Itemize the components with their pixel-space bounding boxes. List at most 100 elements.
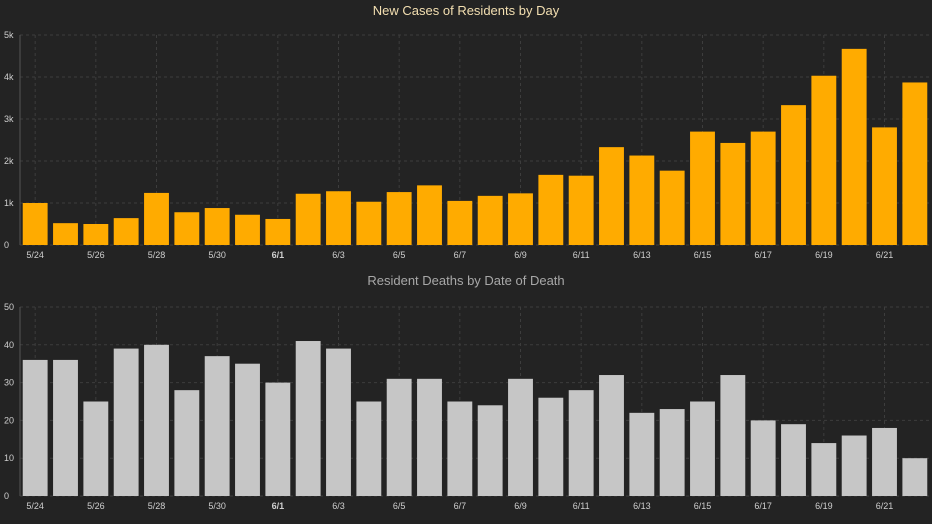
cases-bar[interactable] [690,131,715,245]
deaths-bar[interactable] [326,348,351,496]
deaths-x-tick-label: 6/9 [514,501,527,511]
deaths-x-tick-label: 6/21 [876,501,894,511]
cases-x-tick-label: 6/9 [514,250,527,260]
deaths-bar[interactable] [902,458,928,496]
deaths-bar[interactable] [447,401,473,497]
cases-y-tick-label: 2k [4,156,14,166]
cases-bar[interactable] [841,48,867,245]
deaths-x-tick-label: 6/3 [332,501,345,511]
cases-y-tick-label: 5k [4,30,14,40]
cases-x-tick-label: 6/13 [633,250,651,260]
cases-bar[interactable] [599,147,624,245]
cases-bar[interactable] [508,193,533,245]
cases-bar[interactable] [204,208,230,245]
deaths-bar[interactable] [750,420,776,496]
cases-x-tick-label: 6/21 [876,250,894,260]
deaths-y-tick-label: 30 [4,378,14,388]
deaths-bar[interactable] [659,409,685,496]
deaths-bar[interactable] [477,405,503,496]
cases-bar[interactable] [538,174,564,245]
cases-x-tick-label: 6/7 [454,250,467,260]
cases-bar[interactable] [447,200,473,245]
deaths-y-tick-label: 10 [4,453,14,463]
deaths-x-tick-label: 5/28 [148,501,166,511]
deaths-bar[interactable] [204,356,230,496]
deaths-bar[interactable] [599,375,624,496]
cases-bar[interactable] [356,201,382,245]
cases-x-tick-label: 6/19 [815,250,833,260]
cases-x-tick-label: 6/1 [272,250,285,260]
deaths-bar[interactable] [811,443,837,496]
deaths-x-tick-label: 5/30 [208,501,226,511]
cases-x-tick-label: 6/17 [754,250,772,260]
deaths-bar[interactable] [720,375,746,496]
deaths-bar[interactable] [508,378,533,496]
deaths-bar[interactable] [781,424,806,496]
deaths-bar[interactable] [265,382,291,496]
deaths-bar[interactable] [417,378,442,496]
deaths-bar[interactable] [538,397,564,496]
cases-bar[interactable] [417,185,442,245]
cases-bar-chart: 0 1k 2k 3k 4k 5k 5/24 5/26 5/28 5/30 6/1 6/3 6/5 6/7 6… [4,30,930,260]
deaths-bar[interactable] [83,401,109,497]
cases-bar[interactable] [144,192,169,245]
cases-bar[interactable] [629,155,655,245]
cases-y-tick-label: 0 [4,240,9,250]
deaths-bar[interactable] [690,401,715,497]
deaths-x-tick-label: 5/24 [26,501,44,511]
deaths-x-tick-label: 6/17 [754,501,772,511]
deaths-bar[interactable] [356,401,382,497]
deaths-x-tick-label: 5/26 [87,501,105,511]
cases-bar[interactable] [22,203,48,245]
deaths-bar[interactable] [386,378,412,496]
deaths-bar[interactable] [174,390,200,496]
cases-bar[interactable] [174,212,200,245]
deaths-y-tick-label: 0 [4,491,9,501]
deaths-bar[interactable] [235,363,260,496]
cases-x-tick-label: 5/24 [26,250,44,260]
cases-x-tick-label: 6/11 [573,250,590,260]
deaths-bar[interactable] [872,427,897,496]
cases-bar[interactable] [326,191,351,245]
cases-bar[interactable] [235,214,260,245]
cases-bar[interactable] [781,105,806,245]
cases-bar[interactable] [811,75,837,246]
cases-x-tick-label: 6/5 [393,250,406,260]
cases-bar[interactable] [477,195,503,245]
deaths-x-tick-label: 6/15 [694,501,712,511]
cases-bar[interactable] [295,193,321,245]
cases-chart-title: New Cases of Residents by Day [372,3,560,18]
deaths-bar[interactable] [841,435,867,496]
cases-bar[interactable] [720,142,746,245]
cases-x-tick-label: 5/26 [87,250,105,260]
deaths-bar[interactable] [629,412,655,496]
deaths-bar[interactable] [568,390,594,496]
cases-bar[interactable] [568,175,594,245]
cases-bar[interactable] [902,82,928,246]
cases-bar[interactable] [83,224,109,245]
deaths-x-tick-label: 6/11 [573,501,590,511]
cases-y-tick-label: 3k [4,114,14,124]
cases-bar[interactable] [113,218,139,245]
cases-bar[interactable] [265,218,291,245]
cases-bar[interactable] [386,192,412,245]
deaths-y-tick-label: 40 [4,340,14,350]
deaths-y-tick-label: 50 [4,302,14,312]
deaths-x-tick-label: 6/7 [454,501,467,511]
cases-x-tick-label: 5/30 [208,250,226,260]
deaths-bar[interactable] [295,341,321,496]
cases-x-tick-label: 5/28 [148,250,166,260]
deaths-bar[interactable] [144,344,169,496]
deaths-bar[interactable] [113,348,139,496]
cases-bar[interactable] [750,131,776,245]
deaths-y-tick-label: 20 [4,415,14,425]
cases-bar[interactable] [53,223,78,245]
deaths-bar[interactable] [22,359,48,496]
deaths-bar[interactable] [53,359,78,496]
deaths-x-tick-label: 6/19 [815,501,833,511]
cases-bar[interactable] [872,127,897,245]
cases-x-tick-label: 6/3 [332,250,345,260]
cases-bar[interactable] [659,170,685,245]
